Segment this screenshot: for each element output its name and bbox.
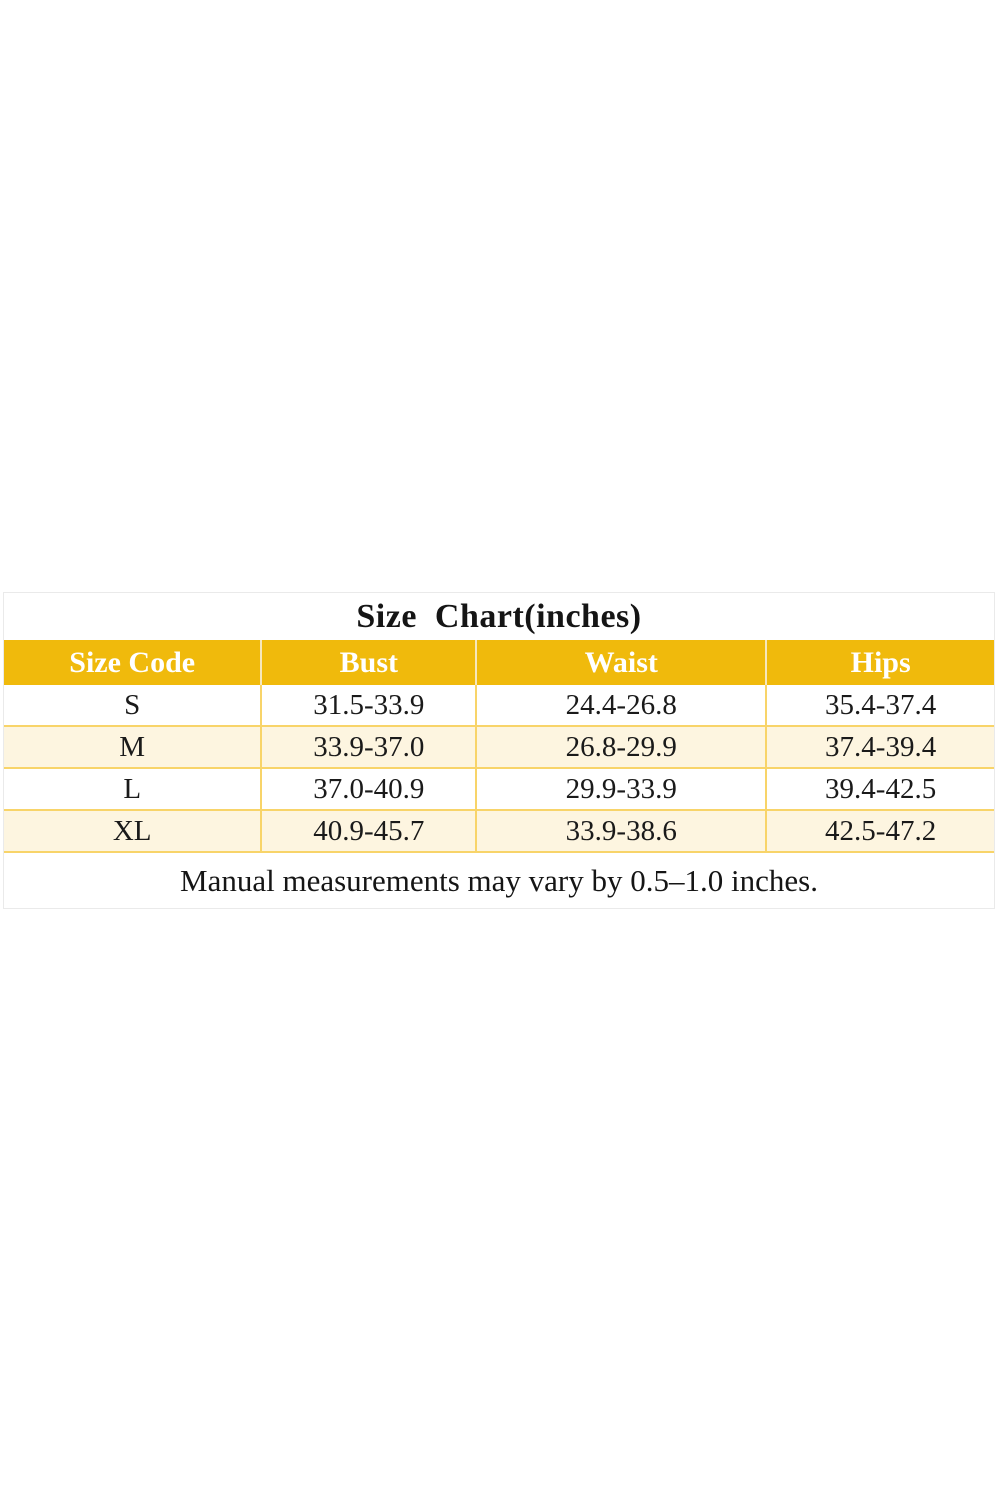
cell-bust: 33.9-37.0 — [261, 726, 478, 769]
cell-size-code: S — [4, 685, 263, 727]
column-header-bust: Bust — [261, 640, 478, 685]
cell-hips: 42.5-47.2 — [766, 810, 994, 853]
cell-waist: 29.9-33.9 — [476, 768, 768, 811]
column-header-size-code: Size Code — [4, 640, 263, 685]
cell-bust: 40.9-45.7 — [261, 810, 478, 853]
cell-hips: 35.4-37.4 — [766, 685, 994, 727]
cell-size-code: M — [4, 726, 263, 769]
header-row: Size Code Bust Waist Hips — [4, 640, 994, 685]
table-row-l: L 37.0-40.9 29.9-33.9 39.4-42.5 — [4, 768, 994, 811]
size-chart-title: Size Chart(inches) — [356, 597, 642, 635]
column-header-waist: Waist — [476, 640, 768, 685]
size-chart-table: Size Chart(inches) Size Code Bust Waist … — [3, 592, 995, 909]
cell-waist: 26.8-29.9 — [476, 726, 768, 769]
cell-size-code: L — [4, 768, 263, 811]
measurement-disclaimer: Manual measurements may vary by 0.5–1.0 … — [4, 853, 994, 908]
cell-bust: 37.0-40.9 — [261, 768, 478, 811]
cell-hips: 37.4-39.4 — [766, 726, 994, 769]
cell-size-code: XL — [4, 810, 263, 853]
cell-hips: 39.4-42.5 — [766, 768, 994, 811]
table-row-s: S 31.5-33.9 24.4-26.8 35.4-37.4 — [4, 685, 994, 727]
size-table: Size Code Bust Waist Hips S 31.5-33.9 24… — [4, 640, 994, 853]
cell-waist: 24.4-26.8 — [476, 685, 768, 727]
cell-waist: 33.9-38.6 — [476, 810, 768, 853]
table-row-xl: XL 40.9-45.7 33.9-38.6 42.5-47.2 — [4, 810, 994, 853]
cell-bust: 31.5-33.9 — [261, 685, 478, 727]
column-header-hips: Hips — [766, 640, 994, 685]
table-row-m: M 33.9-37.0 26.8-29.9 37.4-39.4 — [4, 726, 994, 769]
